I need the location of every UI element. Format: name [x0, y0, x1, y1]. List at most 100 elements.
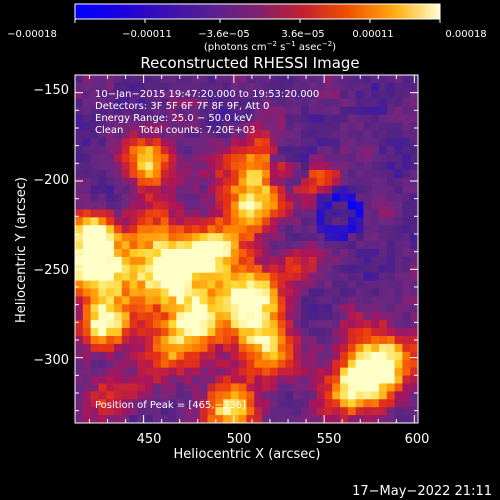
- image-pixel: [184, 90, 193, 100]
- image-pixel: [75, 185, 84, 195]
- image-pixel: [269, 130, 279, 139]
- image-pixel: [98, 233, 107, 242]
- image-pixel: [90, 328, 99, 337]
- image-pixel: [152, 343, 162, 353]
- image-pixel: [199, 146, 208, 155]
- image-pixel: [215, 114, 224, 123]
- image-pixel: [246, 114, 255, 123]
- image-pixel: [269, 343, 279, 353]
- image-pixel: [160, 249, 169, 258]
- image-pixel: [347, 359, 357, 369]
- image-pixel: [106, 359, 115, 369]
- image-pixel: [106, 169, 115, 179]
- image-pixel: [355, 162, 364, 171]
- image-pixel: [199, 169, 208, 179]
- image-pixel: [82, 415, 91, 423]
- image-pixel: [269, 328, 279, 337]
- image-pixel: [293, 169, 302, 179]
- image-pixel: [238, 415, 247, 423]
- image-pixel: [316, 217, 325, 226]
- image-pixel: [121, 280, 130, 289]
- image-pixel: [113, 217, 123, 226]
- image-pixel: [269, 138, 279, 147]
- image-pixel: [82, 367, 91, 376]
- image-pixel: [293, 98, 302, 108]
- image-pixel: [340, 320, 349, 329]
- image-pixel: [230, 217, 240, 226]
- image-pixel: [199, 296, 208, 305]
- image-pixel: [82, 185, 91, 195]
- image-pixel: [121, 98, 130, 108]
- image-pixel: [332, 82, 341, 92]
- image-pixel: [90, 407, 99, 416]
- image-pixel: [324, 193, 333, 202]
- image-pixel: [176, 399, 185, 408]
- image-pixel: [176, 138, 185, 147]
- image-pixel: [160, 154, 169, 163]
- image-pixel: [277, 312, 286, 321]
- image-pixel: [152, 185, 162, 195]
- image-pixel: [215, 75, 224, 84]
- image-pixel: [207, 114, 216, 123]
- image-pixel: [254, 256, 263, 266]
- image-pixel: [379, 296, 388, 305]
- image-pixel: [379, 415, 388, 423]
- image-pixel: [207, 383, 216, 392]
- image-pixel: [106, 233, 115, 242]
- image-pixel: [402, 367, 411, 376]
- image-pixel: [355, 130, 364, 139]
- image-pixel: [379, 130, 388, 139]
- image-pixel: [223, 90, 232, 100]
- image-pixel: [137, 415, 146, 423]
- image-pixel: [301, 185, 310, 195]
- image-pixel: [238, 296, 247, 305]
- image-pixel: [308, 256, 318, 266]
- image-pixel: [215, 415, 224, 423]
- image-pixel: [324, 320, 333, 329]
- image-pixel: [90, 233, 99, 242]
- image-pixel: [340, 177, 349, 187]
- image-pixel: [269, 201, 279, 210]
- image-pixel: [308, 359, 318, 369]
- image-pixel: [277, 177, 286, 187]
- image-pixel: [176, 367, 185, 376]
- colorbar: −0.00018 −0.00011 −3.6e−05 3.6e−05 0.000…: [7, 3, 487, 53]
- image-pixel: [277, 82, 286, 92]
- image-pixel: [379, 209, 388, 218]
- image-pixel: [199, 106, 208, 115]
- image-pixel: [262, 375, 271, 384]
- image-pixel: [223, 304, 232, 313]
- image-pixel: [277, 359, 286, 369]
- image-pixel: [394, 233, 403, 242]
- image-pixel: [82, 328, 91, 337]
- image-pixel: [262, 169, 271, 179]
- image-pixel: [113, 272, 123, 282]
- image-pixel: [176, 264, 185, 274]
- image-pixel: [254, 154, 263, 163]
- image-pixel: [160, 256, 169, 266]
- image-pixel: [308, 201, 318, 210]
- image-pixel: [199, 407, 208, 416]
- image-pixel: [230, 367, 240, 376]
- image-pixel: [379, 264, 388, 274]
- image-pixel: [160, 193, 169, 202]
- image-pixel: [137, 225, 146, 234]
- image-pixel: [145, 336, 154, 345]
- image-pixel: [355, 264, 364, 274]
- image-pixel: [137, 383, 146, 392]
- image-pixel: [152, 415, 162, 423]
- image-pixel: [355, 154, 364, 163]
- image-pixel: [316, 256, 325, 266]
- image-pixel: [207, 407, 216, 416]
- image-pixel: [277, 122, 286, 131]
- image-pixel: [246, 98, 255, 108]
- image-pixel: [207, 415, 216, 423]
- image-pixel: [332, 383, 341, 392]
- image-pixel: [386, 154, 396, 163]
- image-pixel: [363, 154, 372, 163]
- image-pixel: [308, 154, 318, 163]
- image-pixel: [238, 193, 247, 202]
- image-pixel: [137, 256, 146, 266]
- image-pixel: [246, 328, 255, 337]
- image-pixel: [137, 272, 146, 282]
